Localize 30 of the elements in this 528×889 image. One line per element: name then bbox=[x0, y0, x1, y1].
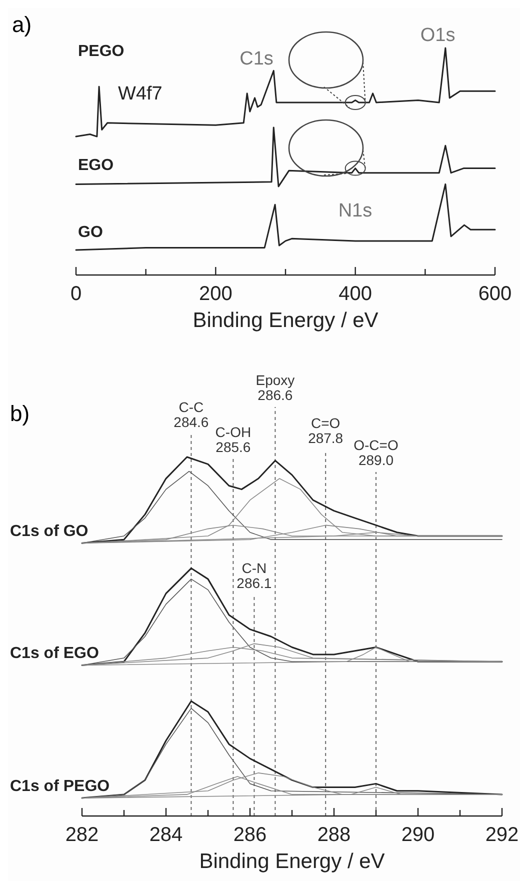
annotation: W4f7 bbox=[118, 84, 162, 105]
text: PEGO bbox=[78, 43, 124, 60]
annotation: O1s bbox=[420, 25, 456, 46]
series-label: GO bbox=[78, 224, 103, 241]
ref-line-label: O-C=O 289.0 bbox=[354, 437, 398, 468]
ref-line-label: C-N 286.1 bbox=[236, 560, 272, 591]
x-axis-title: Binding Energy / eV bbox=[192, 309, 378, 332]
x-tick-label: 292 bbox=[485, 824, 519, 846]
series-label: C1s of GO bbox=[10, 523, 88, 540]
series-label: C1s of EGO bbox=[10, 645, 99, 662]
x-axis-title: Binding Energy / eV bbox=[199, 850, 385, 873]
ref-line-label: C-OH 285.6 bbox=[215, 424, 252, 455]
x-tick-label: 282 bbox=[65, 824, 99, 846]
x-tick-label: 200 bbox=[198, 283, 232, 305]
x-tick-label: 400 bbox=[338, 283, 372, 305]
x-tick-label: 290 bbox=[401, 824, 435, 846]
x-tick-label: 288 bbox=[317, 824, 351, 846]
ref-line-label: C=O 287.8 bbox=[308, 415, 344, 446]
x-tick-label: 0 bbox=[70, 283, 82, 305]
x-tick-label: 284 bbox=[149, 824, 183, 846]
annotation: C1s bbox=[240, 48, 274, 70]
ref-line-label: C-C 284.6 bbox=[174, 399, 209, 430]
series-label: EGO bbox=[78, 157, 114, 174]
ref-line-label: Epoxy 286.6 bbox=[256, 372, 295, 403]
x-tick-label: 286 bbox=[233, 824, 267, 846]
chart-title: a) bbox=[12, 12, 32, 37]
chart-title: b) bbox=[10, 401, 30, 426]
series-label: C1s of PEGO bbox=[10, 778, 110, 796]
annotation: N1s bbox=[338, 200, 372, 222]
x-tick-label: 600 bbox=[478, 283, 512, 305]
